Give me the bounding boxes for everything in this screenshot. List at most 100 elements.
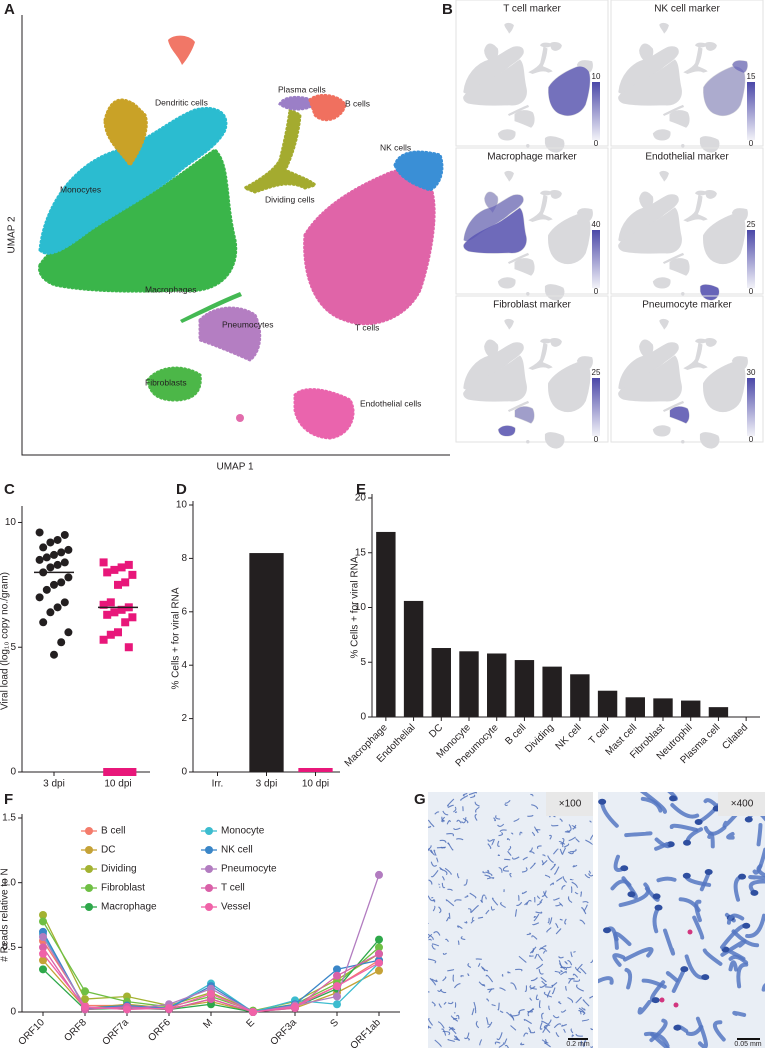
data-point xyxy=(117,605,126,614)
y-tick-label: 0 xyxy=(10,767,16,778)
magnification: ×100 xyxy=(559,799,582,810)
cluster-label: Plasma cells xyxy=(278,84,326,94)
cell-silhouette xyxy=(514,406,535,424)
feature-title: Macrophage marker xyxy=(487,152,577,163)
tissue xyxy=(695,1016,708,1048)
cell-silhouette xyxy=(659,22,669,34)
tissue xyxy=(575,838,580,843)
tissue xyxy=(486,869,490,873)
y-axis-label: # Reads relative to N xyxy=(0,868,11,961)
tissue xyxy=(580,1010,586,1014)
tissue xyxy=(558,956,564,959)
feature-map xyxy=(618,170,748,301)
tissue xyxy=(477,916,484,919)
panel-label: A xyxy=(4,1,15,18)
tissue xyxy=(547,855,554,863)
tissue xyxy=(533,913,540,922)
tissue xyxy=(521,890,528,895)
tissue xyxy=(575,1033,583,1037)
cell-silhouette xyxy=(704,338,717,347)
data-point xyxy=(121,578,130,587)
cell-silhouette xyxy=(514,110,535,128)
tissue xyxy=(584,873,591,879)
data-point xyxy=(333,971,341,980)
tissue xyxy=(590,834,593,840)
colorbar-tick-label: 30 xyxy=(747,368,756,377)
panel-label: C xyxy=(4,481,15,498)
tissue xyxy=(499,1010,504,1013)
nucleus xyxy=(750,889,759,896)
tissue xyxy=(429,849,436,856)
tissue xyxy=(573,979,581,982)
tissue xyxy=(732,1010,747,1017)
tissue xyxy=(756,822,763,847)
nucleus xyxy=(742,922,751,929)
tissue xyxy=(624,967,633,990)
tissue xyxy=(512,856,520,860)
tissue xyxy=(527,1008,535,1017)
tissue xyxy=(541,1012,544,1020)
tissue xyxy=(561,1023,567,1027)
feature-map xyxy=(618,318,748,449)
cell-silhouette xyxy=(703,214,746,265)
tissue xyxy=(515,968,523,972)
data-point xyxy=(39,943,47,952)
tissue xyxy=(507,845,512,851)
stain xyxy=(673,1002,679,1008)
nucleus xyxy=(598,798,607,805)
feature-map xyxy=(463,318,593,449)
tissue xyxy=(445,899,455,907)
tissue xyxy=(446,820,451,825)
cell-silhouette xyxy=(669,258,690,276)
nucleus xyxy=(651,997,660,1004)
tissue xyxy=(513,818,520,823)
tissue xyxy=(453,1012,456,1014)
colorbar xyxy=(592,378,600,436)
y-tick-label: 10 xyxy=(5,517,17,528)
tissue xyxy=(555,928,562,935)
data-point xyxy=(46,538,55,547)
tissue xyxy=(486,877,495,880)
tissue xyxy=(460,794,469,801)
tissue xyxy=(562,847,567,855)
bar xyxy=(625,697,645,717)
cluster xyxy=(198,306,262,362)
feature-frame xyxy=(455,295,609,443)
tissue xyxy=(499,829,507,832)
scale-label: 0.2 mm xyxy=(566,1041,590,1048)
tissue xyxy=(726,913,745,925)
tissue xyxy=(537,895,541,900)
legend-marker xyxy=(85,846,93,854)
tissue xyxy=(442,952,447,955)
tissue xyxy=(432,905,436,912)
histology: ×100 ×400 0.2 mm 0.05 mm xyxy=(428,792,765,1048)
y-tick-label: 0.5 xyxy=(2,942,16,953)
tissue xyxy=(580,1040,583,1047)
data-point xyxy=(46,563,55,572)
tissue xyxy=(547,1019,552,1025)
bar xyxy=(570,674,590,717)
tissue xyxy=(495,815,501,820)
cell-silhouette xyxy=(504,22,514,34)
tissue xyxy=(568,824,572,832)
cell-silhouette xyxy=(544,284,565,301)
y-tick-label: 10 xyxy=(355,602,367,613)
bar xyxy=(431,648,451,717)
colorbar-tick-label: 0 xyxy=(594,139,599,148)
cluster-label: Macrophages xyxy=(145,284,197,294)
data-point xyxy=(99,600,108,609)
legend-marker xyxy=(205,846,213,854)
data-point xyxy=(35,528,44,537)
data-point xyxy=(35,593,44,602)
tissue xyxy=(510,832,514,835)
tissue xyxy=(547,917,550,924)
tissue xyxy=(555,922,559,929)
legend-label: Monocyte xyxy=(221,826,265,837)
cell-silhouette xyxy=(544,432,565,449)
cell-silhouette xyxy=(504,170,514,182)
tissue xyxy=(531,948,534,954)
tissue xyxy=(441,1028,447,1036)
bar xyxy=(514,660,535,717)
data-point xyxy=(64,545,73,554)
cell-silhouette xyxy=(549,42,562,51)
